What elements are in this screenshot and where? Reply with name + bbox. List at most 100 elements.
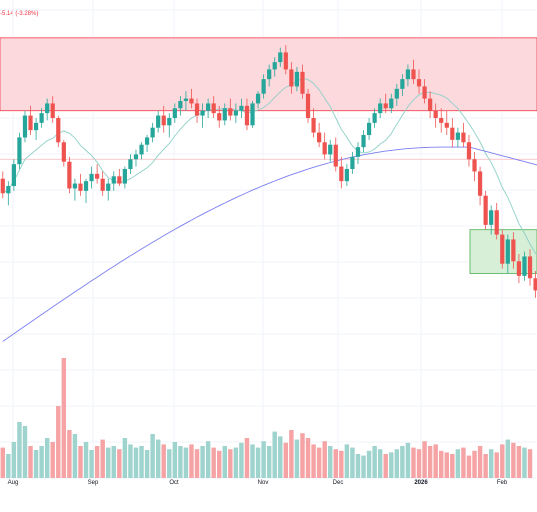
volume-bar xyxy=(366,450,372,478)
volume-bar xyxy=(128,444,133,478)
candle-body xyxy=(511,239,516,262)
volume-bar xyxy=(178,446,183,478)
candle-body xyxy=(477,171,483,196)
candle-body xyxy=(500,234,505,264)
volume-bar xyxy=(278,436,283,478)
candle xyxy=(89,166,94,189)
candle xyxy=(222,103,227,126)
candle xyxy=(355,142,361,165)
candle xyxy=(133,149,139,167)
candle xyxy=(156,110,161,133)
candle-body xyxy=(533,278,537,291)
volume-bar xyxy=(222,446,227,478)
candle xyxy=(328,139,333,162)
volume-bar xyxy=(261,441,266,478)
candle-body xyxy=(144,137,150,145)
candle-body xyxy=(150,127,155,138)
candle-body xyxy=(522,256,527,276)
candle-body xyxy=(289,69,294,87)
candle xyxy=(45,98,50,121)
candle-body xyxy=(89,173,94,182)
candle xyxy=(217,105,222,128)
candle-body xyxy=(516,261,522,276)
volume-bar xyxy=(361,455,366,478)
candle-body xyxy=(255,93,261,104)
volume-bar xyxy=(416,449,422,478)
volume-bar xyxy=(505,439,511,478)
candle xyxy=(161,105,166,133)
volume-bar xyxy=(44,438,50,478)
volume-bar xyxy=(244,438,250,478)
candle xyxy=(466,135,472,167)
candle-body xyxy=(294,71,300,87)
candle-body xyxy=(244,105,250,126)
candle xyxy=(511,232,516,269)
candle-body xyxy=(133,154,139,160)
candle-body xyxy=(333,144,338,167)
volume-bar xyxy=(283,442,289,478)
candle xyxy=(22,110,28,143)
volume-bar xyxy=(400,446,405,478)
time-tick-label: Dec xyxy=(333,480,344,486)
volume-bar xyxy=(167,449,172,478)
candle xyxy=(128,154,133,174)
candle-body xyxy=(117,176,122,184)
volume-bar xyxy=(172,442,178,478)
candle-body xyxy=(350,156,355,169)
volume-bar xyxy=(111,446,116,478)
candle-body xyxy=(466,142,472,160)
candle-body xyxy=(366,122,372,135)
candle-body xyxy=(11,164,16,186)
candle xyxy=(411,59,416,84)
candle xyxy=(283,45,288,75)
volume-bar xyxy=(350,447,355,478)
volume-bar xyxy=(439,450,444,478)
candle-body xyxy=(344,169,349,182)
candle xyxy=(317,122,322,148)
candle-body xyxy=(489,210,494,225)
candle-body xyxy=(322,142,327,155)
candle xyxy=(183,91,189,111)
candle-body xyxy=(156,115,161,128)
volume-bar xyxy=(39,446,44,478)
volume-bar xyxy=(427,446,433,478)
volume-bar xyxy=(355,454,361,478)
candle xyxy=(461,122,466,148)
candle-body xyxy=(483,195,488,225)
candle-body xyxy=(83,181,89,191)
volume-bar xyxy=(106,447,111,478)
candle xyxy=(211,96,216,118)
candle-body xyxy=(172,108,177,118)
candle xyxy=(33,118,39,140)
volume-bar xyxy=(522,447,527,478)
candle xyxy=(11,159,16,191)
candle-body xyxy=(167,118,172,126)
candle xyxy=(522,251,527,281)
candle xyxy=(239,98,244,118)
candle xyxy=(28,105,33,135)
candle-body xyxy=(122,169,127,184)
volume-bar xyxy=(155,439,161,478)
candle xyxy=(194,98,200,123)
candle xyxy=(72,178,78,201)
candle-body xyxy=(383,103,388,109)
candle-body xyxy=(439,118,444,123)
candle-body xyxy=(527,256,533,279)
volume-bar xyxy=(89,450,94,478)
time-tick-label: Sep xyxy=(88,480,99,486)
candle xyxy=(361,130,366,152)
candle-body xyxy=(200,110,205,116)
volume-bar xyxy=(72,434,78,478)
candle xyxy=(172,103,177,123)
candle-body xyxy=(283,52,288,70)
candle xyxy=(228,98,233,121)
candle-body xyxy=(328,144,333,155)
candle xyxy=(0,171,5,199)
candle xyxy=(383,93,388,114)
volume-bar xyxy=(500,444,505,478)
volume-bar xyxy=(183,447,189,478)
volume-bar xyxy=(316,447,322,478)
candle-body xyxy=(78,183,83,191)
volume-bar xyxy=(466,455,472,478)
